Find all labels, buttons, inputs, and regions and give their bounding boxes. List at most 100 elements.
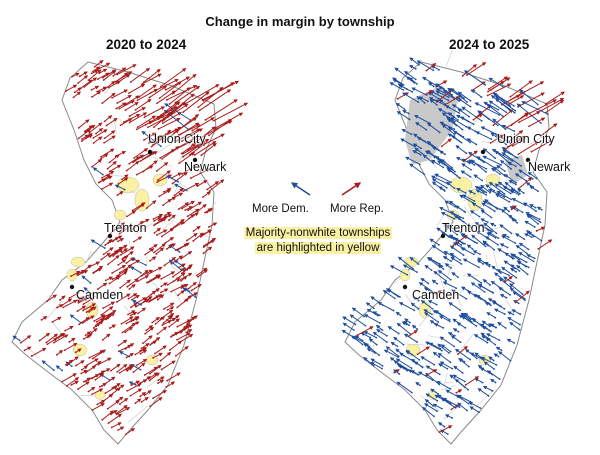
- dem-shift-arrow: [432, 146, 439, 151]
- township-dot: [133, 159, 136, 162]
- dem-shift-arrow: [502, 149, 518, 159]
- dem-shift-arrow: [493, 166, 506, 177]
- township-dot: [465, 152, 468, 155]
- township-dot: [495, 326, 497, 329]
- rep-shift-arrow: [176, 128, 201, 142]
- rep-shift-arrow: [151, 316, 160, 323]
- township-dot: [392, 309, 395, 312]
- township-dot: [397, 332, 400, 335]
- dem-shift-arrow: [401, 128, 412, 135]
- township-dot: [125, 368, 128, 371]
- township-dot: [453, 217, 456, 220]
- rep-shift-arrow: [78, 297, 89, 304]
- rep-shift-arrow: [152, 352, 163, 359]
- township-dot: [171, 275, 174, 278]
- dem-shift-arrow: [428, 342, 441, 350]
- township-border: [162, 219, 174, 230]
- rep-shift-arrow: [154, 218, 165, 225]
- dem-shift-arrow: [435, 156, 446, 163]
- rep-shift-arrow: [155, 247, 165, 255]
- township-dot: [436, 399, 439, 402]
- township-dot: [503, 192, 506, 195]
- township-dot: [518, 328, 521, 331]
- rep-shift-arrow: [62, 373, 77, 382]
- township-dot: [90, 72, 93, 75]
- township-dot: [518, 258, 521, 261]
- township-dot: [473, 192, 476, 195]
- dem-shift-arrow: [452, 328, 459, 333]
- dem-shift-arrow: [457, 97, 471, 108]
- dem-shift-arrow: [438, 315, 450, 322]
- township-border: [30, 349, 39, 359]
- rep-shift-arrow: [172, 267, 186, 278]
- dem-shift-arrow: [497, 181, 514, 193]
- rep-shift-arrow: [31, 347, 47, 357]
- rep-shift-arrow: [116, 64, 137, 75]
- township-dot: [484, 245, 487, 248]
- dem-shift-arrow: [168, 259, 182, 271]
- dem-shift-arrow: [402, 92, 419, 103]
- rep-shift-arrow: [85, 365, 97, 374]
- rep-shift-arrow: [168, 318, 180, 328]
- rep-shift-arrow: [86, 358, 99, 366]
- rep-shift-arrow: [541, 97, 565, 111]
- township-dot: [480, 119, 483, 122]
- legend-dem-label: More Dem.: [252, 203, 309, 215]
- township-dot: [517, 153, 520, 156]
- township-dot: [457, 330, 460, 333]
- rep-shift-arrow: [177, 319, 192, 328]
- township-dot: [125, 262, 128, 265]
- dem-shift-arrow: [468, 159, 487, 170]
- dem-shift-arrow: [482, 148, 496, 159]
- township-dot: [80, 368, 83, 371]
- rep-shift-arrow: [137, 307, 147, 314]
- dem-shift-arrow: [494, 272, 506, 282]
- rep-shift-arrow: [106, 117, 118, 126]
- township-border: [178, 154, 184, 164]
- township-dot: [455, 287, 458, 290]
- dem-shift-arrow: [389, 357, 406, 370]
- rep-shift-arrow: [102, 92, 116, 104]
- dem-shift-arrow: [502, 233, 509, 238]
- township-dot: [199, 235, 202, 238]
- township-dot: [160, 235, 163, 238]
- township-dot: [461, 74, 464, 77]
- township-dot: [147, 281, 150, 284]
- township-dot: [467, 388, 470, 391]
- township-dot: [72, 96, 75, 99]
- rep-shift-arrow: [119, 224, 133, 235]
- dem-shift-arrow: [481, 202, 495, 212]
- dem-shift-arrow: [476, 294, 486, 302]
- township-dot: [213, 119, 215, 122]
- township-dot: [108, 170, 111, 173]
- township-dot: [129, 320, 132, 323]
- township-dot: [214, 127, 217, 130]
- township-dot: [517, 193, 520, 196]
- rep-shift-arrow: [108, 413, 122, 424]
- township-dot: [494, 381, 497, 384]
- dem-shift-arrow: [442, 397, 460, 408]
- dem-shift-arrow: [494, 95, 516, 112]
- rep-shift-arrow: [113, 67, 127, 77]
- rep-shift-arrow: [127, 310, 136, 315]
- township-dot: [157, 179, 159, 182]
- rep-shift-arrow: [111, 422, 122, 428]
- rep-shift-arrow: [81, 365, 88, 371]
- township-dot: [499, 272, 502, 275]
- township-dot: [153, 231, 156, 234]
- panel-title-2024-2025: 2024 to 2025: [449, 37, 530, 52]
- township-dot: [118, 403, 121, 406]
- township-dot: [156, 181, 159, 183]
- township-dot: [109, 327, 111, 329]
- township-dot: [206, 188, 209, 191]
- township-dot: [135, 364, 138, 367]
- rep-shift-arrow: [104, 130, 116, 139]
- township-dot: [56, 306, 59, 309]
- township-dot: [130, 384, 133, 386]
- rep-shift-arrow: [102, 69, 117, 79]
- township-dot: [132, 371, 135, 374]
- township-dot: [180, 269, 183, 271]
- township-dot: [141, 82, 144, 85]
- township-dot: [402, 89, 405, 91]
- dem-shift-arrow: [444, 105, 460, 114]
